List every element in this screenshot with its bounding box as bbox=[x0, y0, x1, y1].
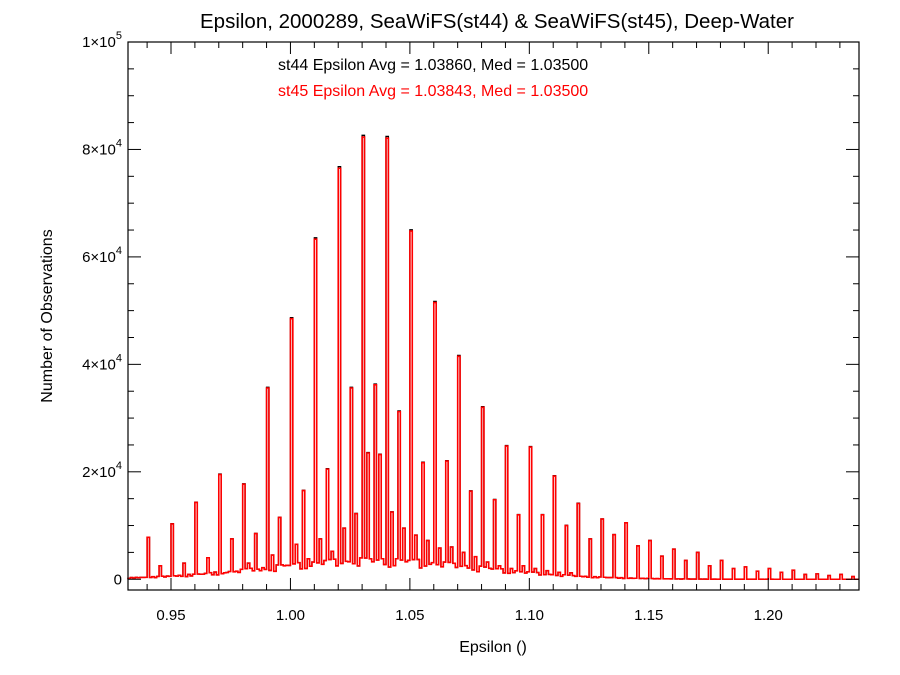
x-axis: 0.95 1.00 1.05 1.10 1.15 1.20 bbox=[146, 42, 841, 624]
y-tick-label: 0 bbox=[114, 571, 122, 588]
y-tick-label: 8×104 bbox=[82, 137, 122, 158]
annotation-st45: st45 Epsilon Avg = 1.03843, Med = 1.0350… bbox=[278, 83, 588, 100]
annotation-st44: st44 Epsilon Avg = 1.03860, Med = 1.0350… bbox=[278, 57, 588, 74]
x-tick-label: 1.15 bbox=[634, 607, 663, 624]
histogram-series bbox=[127, 134, 859, 581]
y-axis: 0 2×104 4×104 6×104 8×104 1×105 bbox=[82, 30, 859, 588]
chart-title: Epsilon, 2000289, SeaWiFS(st44) & SeaWiF… bbox=[200, 10, 794, 33]
x-tick-label: 1.00 bbox=[276, 607, 305, 624]
y-tick-label: 2×104 bbox=[82, 460, 122, 481]
plot-frame bbox=[127, 41, 860, 591]
x-tick-label: 1.05 bbox=[395, 607, 424, 624]
y-tick-label: 1×105 bbox=[82, 30, 122, 51]
y-tick-label: 4×104 bbox=[82, 352, 122, 373]
x-axis-label: Epsilon () bbox=[459, 639, 527, 656]
x-tick-label: 0.95 bbox=[156, 607, 185, 624]
y-axis-label: Number of Observations bbox=[39, 229, 56, 402]
series-st45 bbox=[127, 136, 859, 581]
x-tick-label: 1.10 bbox=[515, 607, 544, 624]
x-tick-label: 1.20 bbox=[754, 607, 783, 624]
y-tick-label: 6×104 bbox=[82, 245, 122, 266]
